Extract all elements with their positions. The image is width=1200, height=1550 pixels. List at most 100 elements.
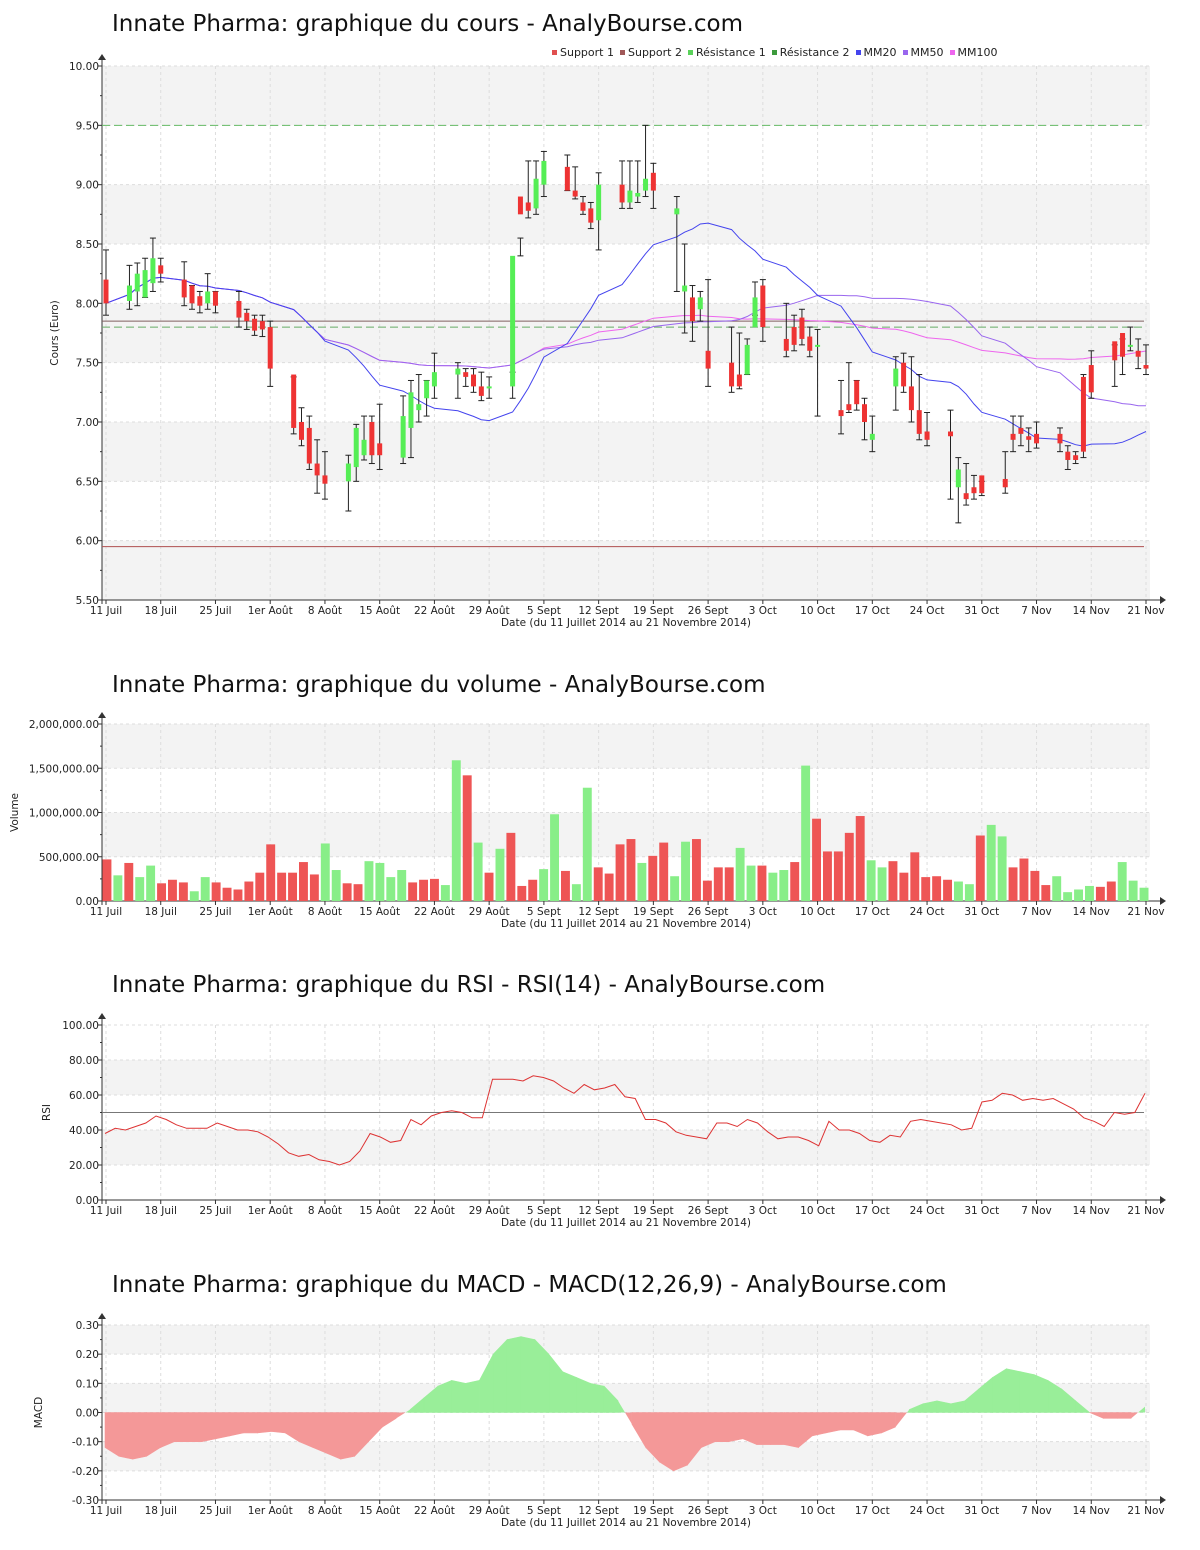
x-tick-label: 18 Juil [145, 906, 177, 918]
volume-bar [462, 775, 472, 901]
candle-body [815, 344, 821, 347]
grid-band [102, 1325, 1150, 1355]
candle-body [627, 190, 633, 203]
volume-bar [670, 876, 680, 901]
x-tick-label: 1er Août [248, 906, 293, 918]
legend-item: Support 1 [552, 46, 614, 59]
macd-area-segment [618, 1400, 625, 1413]
x-tick-label: 11 Juil [90, 906, 122, 918]
volume-bar [211, 882, 221, 901]
volume-bar [801, 765, 811, 901]
volume-bar [888, 861, 898, 901]
candle-body [854, 380, 860, 405]
x-tick-label: 29 Août [469, 1205, 510, 1217]
x-tick-label: 8 Août [308, 1505, 342, 1517]
candle-body [705, 350, 711, 369]
macd-area-segment [1075, 1400, 1091, 1413]
x-tick-label: 26 Sept [688, 1205, 729, 1217]
legend-swatch [949, 50, 955, 55]
macd-area-segment [906, 1409, 910, 1413]
y-tick-label: 8.00 [76, 298, 99, 310]
x-axis-arrow [1160, 1196, 1166, 1204]
y-axis-title: RSI [41, 1104, 53, 1121]
candle-body [103, 279, 109, 304]
candle-body [861, 404, 867, 422]
volume-bar [320, 843, 330, 901]
x-tick-label: 7 Nov [1021, 605, 1052, 617]
volume-bar [178, 882, 188, 901]
y-tick-label: 0.20 [76, 1349, 99, 1361]
volume-bar [255, 872, 265, 901]
volume-bar [135, 877, 145, 901]
x-tick-label: 18 Juil [145, 605, 177, 617]
y-tick-label: 7.50 [76, 358, 99, 370]
candle-body [416, 404, 422, 411]
y-tick-label: -0.30 [72, 1495, 99, 1507]
x-tick-label: 25 Juil [199, 1205, 231, 1217]
price-chart: 5.50 6.00 6.50 7.00 7.50 8.00 8.50 9.00 9.50 10.0… [49, 54, 1166, 629]
candle-body [298, 422, 304, 440]
volume-chart-panel: Innate Pharma: graphique du volume - Ana… [0, 664, 1200, 934]
candle-body [150, 258, 156, 284]
x-tick-label: 14 Nov [1073, 1205, 1110, 1217]
x-tick-label: 26 Sept [688, 906, 729, 918]
legend-swatch [855, 50, 861, 55]
macd-area-segment [811, 1412, 827, 1437]
candle-body [463, 372, 469, 377]
candle-body [1080, 376, 1086, 452]
candle-body [478, 386, 484, 396]
price-chart-panel: Innate Pharma: graphique du cours - Anal… [0, 0, 1200, 640]
volume-bar [124, 862, 134, 901]
candle-body [134, 273, 140, 292]
candle-body [486, 386, 492, 389]
x-tick-label: 21 Nov [1127, 1505, 1164, 1517]
candle-body [650, 172, 656, 191]
macd-area-segment [243, 1412, 258, 1434]
volume-bar [277, 872, 287, 901]
candle-body [752, 297, 758, 328]
volume-bar [757, 865, 767, 901]
volume-bar [1085, 885, 1094, 901]
volume-bar [954, 881, 963, 901]
candle-body [306, 427, 312, 464]
candle-body [517, 196, 523, 215]
x-tick-label: 10 Oct [800, 1505, 835, 1517]
y-axis-arrow [98, 712, 106, 718]
candle-body [783, 338, 789, 351]
legend-label: Support 2 [627, 46, 682, 59]
volume-bar [288, 872, 297, 901]
volume-bar [440, 885, 450, 901]
legend-swatch [902, 50, 908, 55]
x-axis-title: Date (du 11 Juillet 2014 au 21 Novembre … [501, 918, 751, 930]
y-axis-arrow [98, 54, 106, 60]
volume-bar [812, 818, 821, 901]
macd-area-segment [520, 1336, 536, 1413]
volume-bar [550, 814, 559, 901]
y-axis-title: MACD [33, 1397, 45, 1428]
candle-body [963, 493, 969, 500]
x-tick-label: 19 Sept [633, 1205, 674, 1217]
volume-bar [266, 844, 276, 901]
candle-body [588, 208, 594, 223]
candle-body [1010, 433, 1016, 440]
x-tick-label: 21 Nov [1127, 605, 1164, 617]
macd-area-segment [714, 1412, 730, 1442]
volume-bar [1074, 889, 1083, 901]
candle-body [259, 321, 265, 330]
candle-body [353, 427, 359, 468]
macd-area-segment [405, 1409, 411, 1413]
y-tick-label: 9.50 [76, 120, 99, 132]
volume-bar [517, 885, 527, 901]
candle-body [838, 410, 844, 417]
legend-item: MM50 [902, 46, 944, 59]
grid-band [102, 422, 1150, 482]
y-axis-arrow [98, 1013, 106, 1019]
x-tick-label: 29 Août [469, 1505, 510, 1517]
candle-body [142, 270, 148, 298]
candle-body [807, 336, 813, 351]
candle-body [674, 208, 680, 215]
candle-body [697, 297, 703, 310]
y-tick-label: 60.00 [69, 1090, 99, 1102]
x-tick-label: 22 Août [414, 1205, 455, 1217]
candle-body [424, 380, 430, 399]
